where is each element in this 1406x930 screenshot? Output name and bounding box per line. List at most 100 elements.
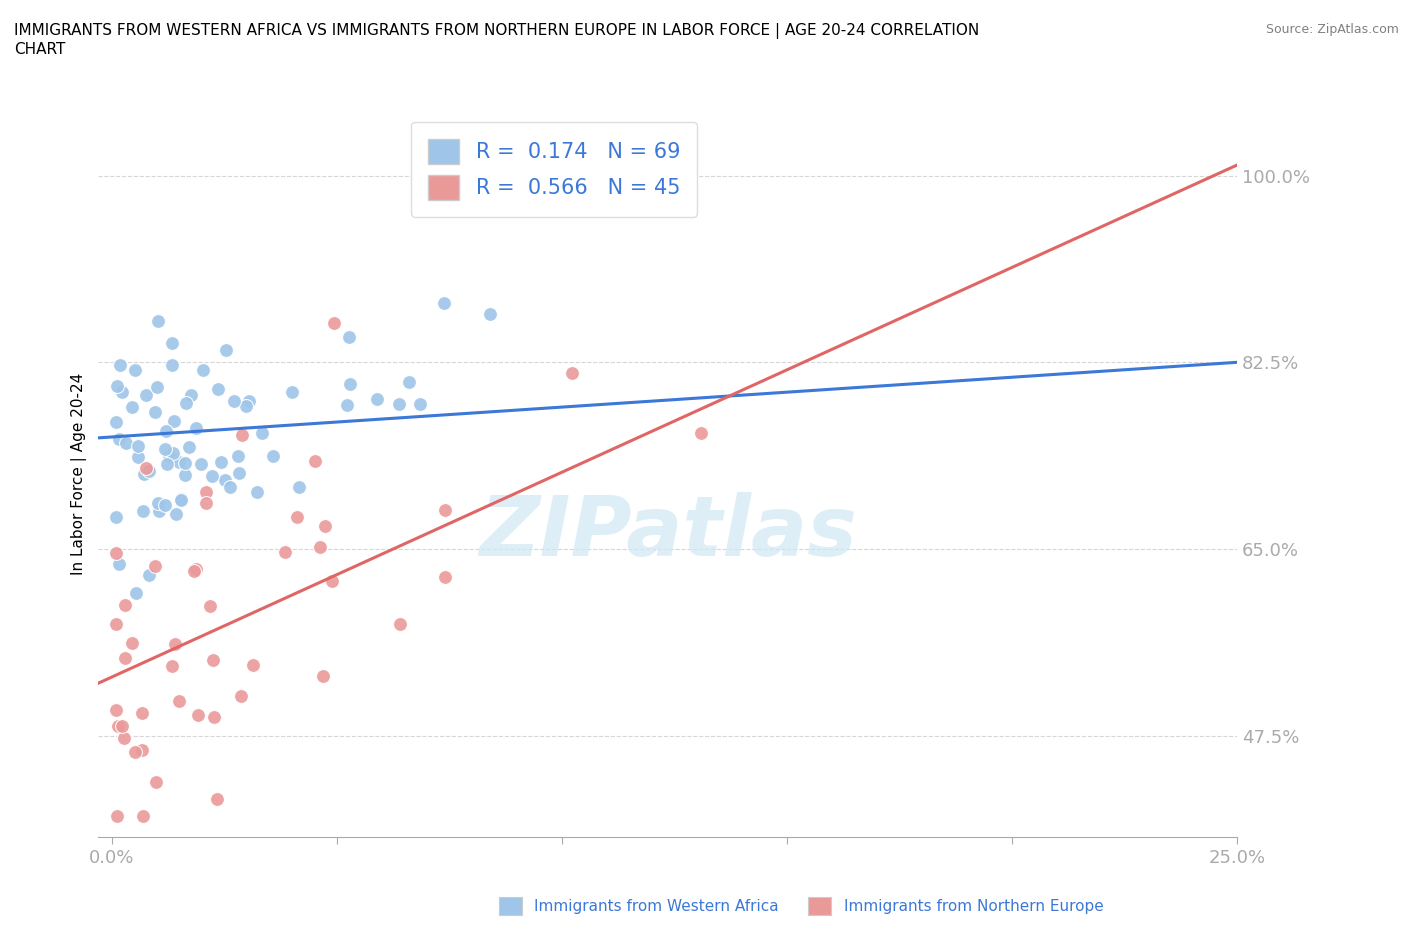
Point [177,440,200,455]
Point [242,658,264,672]
Point [125,586,148,601]
Point [339,329,361,344]
Point [105,510,128,525]
Point [105,617,128,631]
Point [145,558,167,573]
Point [112,731,135,746]
Point [105,808,128,823]
Point [312,669,335,684]
Point [274,544,297,559]
Point [131,742,153,757]
Point [184,420,207,435]
Point [186,562,208,577]
Point [108,432,131,446]
Point [287,480,309,495]
Point [121,636,143,651]
Text: Immigrants from Northern Europe: Immigrants from Northern Europe [844,899,1104,914]
Point [160,358,183,373]
Point [105,415,128,430]
Point [108,357,131,372]
Point [339,377,361,392]
Point [121,400,143,415]
Point [155,424,177,439]
Text: IMMIGRANTS FROM WESTERN AFRICA VS IMMIGRANTS FROM NORTHERN EUROPE IN LABOR FORCE: IMMIGRANTS FROM WESTERN AFRICA VS IMMIGR… [14,23,980,39]
Point [163,414,186,429]
Point [160,336,183,351]
Point [183,564,205,578]
Point [561,365,583,380]
Text: Source: ZipAtlas.com: Source: ZipAtlas.com [1265,23,1399,36]
Point [388,396,411,411]
Point [224,393,246,408]
Point [434,503,457,518]
Point [145,774,167,789]
Point [114,650,136,665]
Point [124,745,146,760]
Point [107,556,129,571]
Point [235,398,257,413]
Point [132,503,155,518]
Point [170,491,193,506]
Point [228,466,250,481]
Point [229,688,252,703]
Point [200,469,222,484]
Point [131,706,153,721]
Y-axis label: In Labor Force | Age 20-24: In Labor Force | Age 20-24 [72,373,87,576]
Point [135,388,157,403]
Point [153,498,176,512]
Point [409,396,432,411]
Point [238,393,260,408]
Point [246,485,269,499]
Point [433,296,456,311]
Point [124,363,146,378]
Point [434,569,457,584]
Point [262,449,284,464]
Point [167,455,190,470]
Point [105,702,128,717]
Point [132,808,155,823]
Point [194,496,217,511]
Point [209,455,232,470]
Point [107,719,129,734]
Point [250,425,273,440]
Point [304,453,326,468]
Point [190,457,212,472]
Point [207,381,229,396]
Point [281,384,304,399]
Point [138,463,160,478]
Legend: R =  0.174   N = 69, R =  0.566   N = 45: R = 0.174 N = 69, R = 0.566 N = 45 [411,122,697,217]
Point [194,485,217,500]
Point [231,428,253,443]
Point [143,405,166,419]
Point [110,384,132,399]
Point [202,652,225,667]
Text: CHART: CHART [14,42,66,57]
Point [219,479,242,494]
Point [156,457,179,472]
Point [322,316,344,331]
Point [146,379,169,394]
Point [187,707,209,722]
Point [314,518,336,533]
Point [165,636,187,651]
Point [174,396,197,411]
Text: ZIPatlas: ZIPatlas [479,492,856,573]
Point [689,426,711,441]
Point [398,374,420,389]
Point [105,546,128,561]
Point [366,392,388,406]
Point [174,456,197,471]
Point [127,450,149,465]
Point [191,363,214,378]
Point [160,658,183,673]
Point [146,314,169,329]
Text: Immigrants from Western Africa: Immigrants from Western Africa [534,899,779,914]
Point [127,438,149,453]
Point [174,468,197,483]
Point [215,342,238,357]
Point [309,539,332,554]
Point [200,599,222,614]
Point [205,791,228,806]
Point [157,449,180,464]
Point [214,472,236,487]
